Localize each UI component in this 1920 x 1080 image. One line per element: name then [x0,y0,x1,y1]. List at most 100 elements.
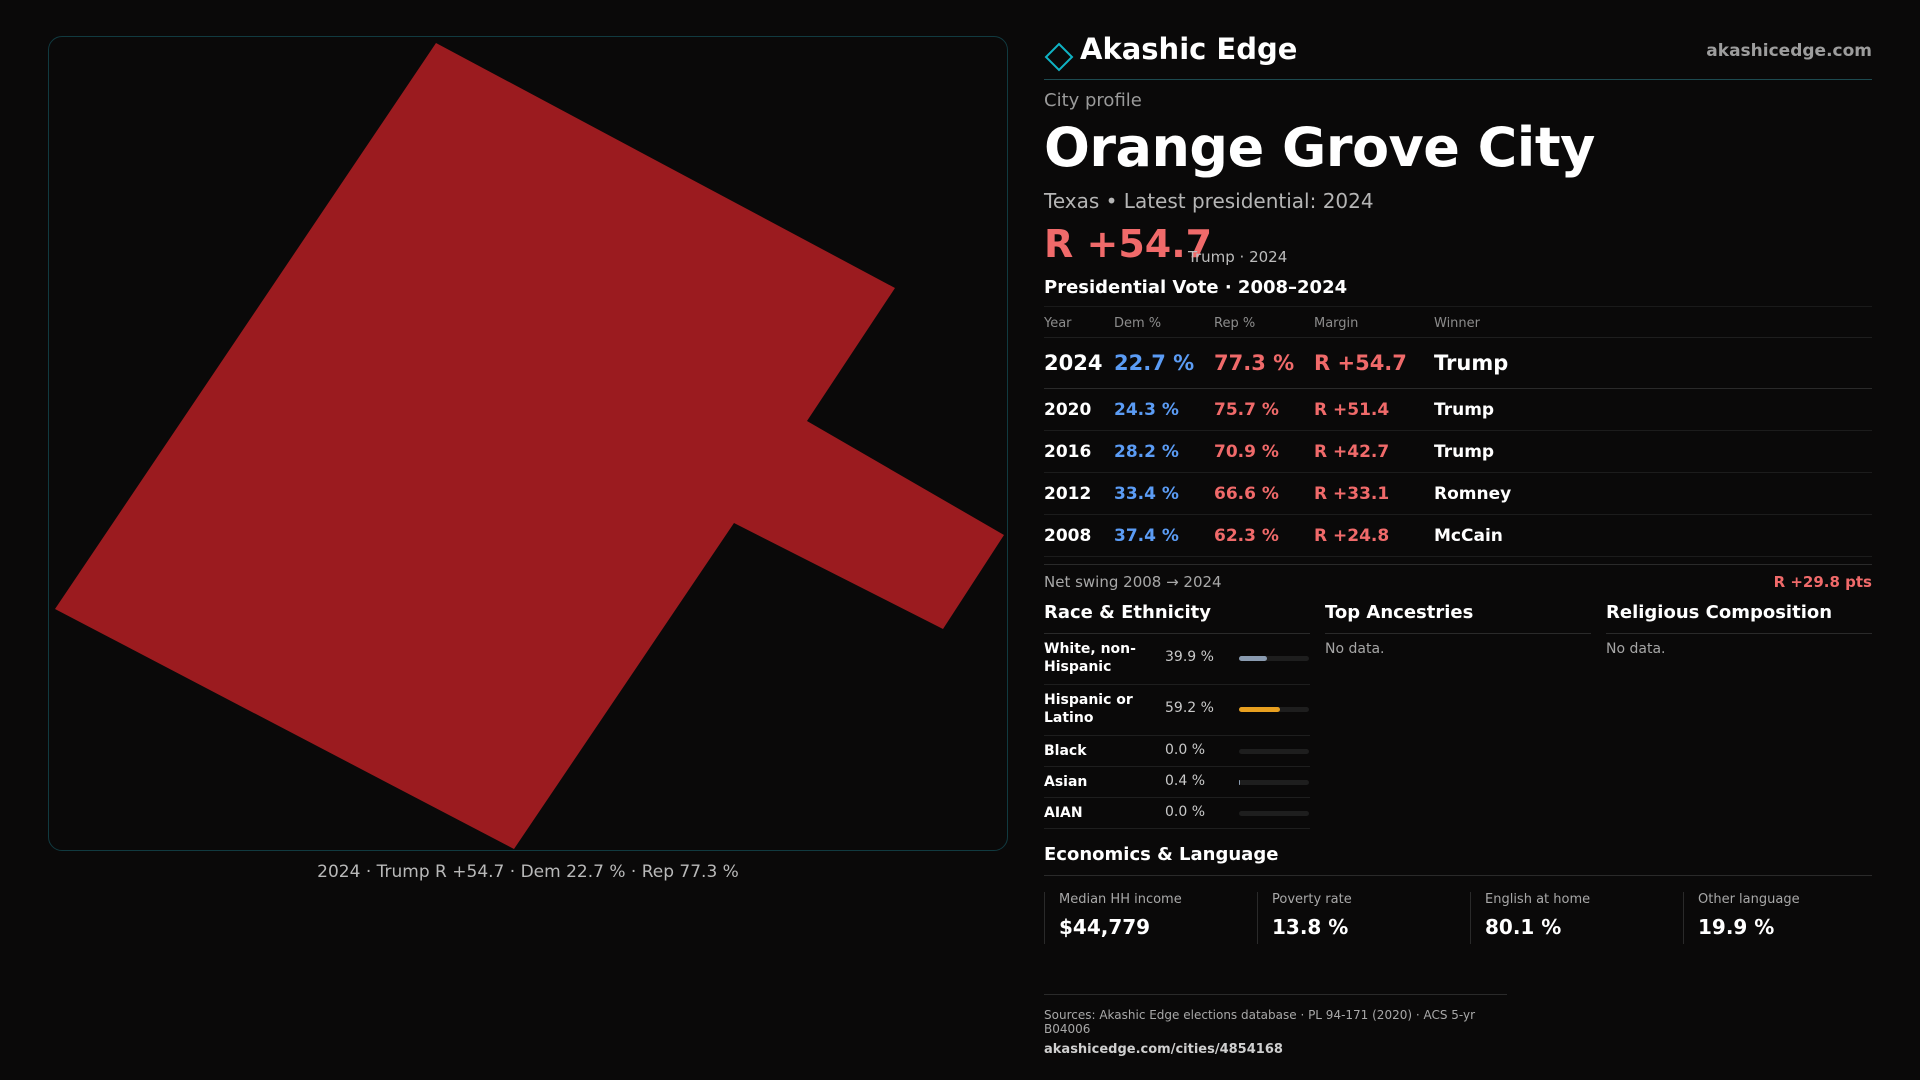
header-year: Year [1044,316,1072,331]
vote-margin: R +24.8 [1314,526,1390,546]
race-value: 0.0 % [1165,742,1206,758]
vote-dem: 22.7 % [1114,351,1195,375]
econ-english-at-home: English at home 80.1 % [1470,892,1683,944]
vote-rep: 62.3 % [1214,526,1279,546]
vote-margin: R +33.1 [1314,484,1390,504]
header-dem: Dem % [1114,316,1162,331]
race-row-asian: Asian 0.4 % [1044,767,1310,798]
race-row-hispanic: Hispanic or Latino 59.2 % [1044,685,1310,736]
city-map[interactable] [48,36,1008,851]
econ-label: Other language [1698,892,1800,907]
ancestries-no-data: No data. [1325,641,1385,657]
vote-year: 2024 [1044,351,1103,375]
vote-year: 2012 [1044,484,1092,504]
econ-value: 19.9 % [1698,915,1775,939]
vote-winner: Romney [1434,484,1512,504]
race-row-white: White, non-Hispanic 39.9 % [1044,634,1310,685]
vote-table-header: Year Dem % Rep % Margin Winner [1044,306,1872,338]
brand-name: Akashic Edge [1080,32,1298,66]
ancestries-section-title: Top Ancestries [1325,600,1591,634]
race-value: 39.9 % [1165,649,1214,665]
sources-footer: Sources: Akashic Edge elections database… [1044,994,1507,1057]
race-bar-fill [1239,707,1281,712]
vote-margin: R +51.4 [1314,400,1390,420]
vote-winner: Trump [1434,400,1495,420]
header-rep: Rep % [1214,316,1256,331]
vote-table: Year Dem % Rep % Margin Winner 2024 22.7… [1044,306,1872,557]
econ-value: $44,779 [1059,915,1151,939]
vote-winner: McCain [1434,526,1503,546]
race-bar-fill [1239,656,1267,661]
vote-row-2016: 2016 28.2 % 70.9 % R +42.7 Trump [1044,431,1872,473]
race-bar-track [1239,707,1309,712]
race-bar-track [1239,811,1309,816]
vote-dem: 33.4 % [1114,484,1179,504]
vote-row-2012: 2012 33.4 % 66.6 % R +33.1 Romney [1044,473,1872,515]
vote-section-title: Presidential Vote · 2008–2024 [1044,277,1348,298]
religion-section-title: Religious Composition [1606,600,1872,634]
vote-row-2024: 2024 22.7 % 77.3 % R +54.7 Trump [1044,338,1872,389]
net-swing-value: R +29.8 pts [1773,573,1872,591]
ancestries-section: Top Ancestries No data. [1325,600,1591,657]
vote-row-2008: 2008 37.4 % 62.3 % R +24.8 McCain [1044,515,1872,557]
headline-margin: R +54.7 [1044,222,1213,266]
city-boundary-shape[interactable] [55,43,1004,849]
sources-url-link[interactable]: akashicedge.com/cities/4854168 [1044,1042,1283,1057]
vote-dem: 28.2 % [1114,442,1179,462]
econ-label: Median HH income [1059,892,1182,907]
map-caption: 2024 · Trump R +54.7 · Dem 22.7 % · Rep … [317,862,739,882]
race-label: AIAN [1044,805,1083,821]
religion-no-data: No data. [1606,641,1666,657]
race-ethnicity-section: Race & Ethnicity White, non-Hispanic 39.… [1044,600,1310,829]
city-profile-panel: Akashic Edge akashicedge.com City profil… [1044,0,1872,1080]
econ-poverty-rate: Poverty rate 13.8 % [1257,892,1470,944]
race-bar-track [1239,780,1309,785]
race-bar-fill [1239,780,1241,785]
net-swing-row: Net swing 2008 → 2024 R +29.8 pts [1044,564,1872,596]
page-kicker: City profile [1044,90,1142,111]
race-label: White, non-Hispanic [1044,641,1136,675]
econ-value: 13.8 % [1272,915,1349,939]
city-boundary-svg [55,43,1004,849]
vote-year: 2020 [1044,400,1092,420]
vote-margin: R +54.7 [1314,351,1407,375]
diamond-logo-icon [1044,42,1074,72]
vote-dem: 24.3 % [1114,400,1179,420]
page-title: Orange Grove City [1044,116,1595,179]
race-row-aian: AIAN 0.0 % [1044,798,1310,829]
vote-margin: R +42.7 [1314,442,1390,462]
brand-url-link[interactable]: akashicedge.com [1706,41,1872,61]
vote-rep: 77.3 % [1214,351,1295,375]
vote-rep: 70.9 % [1214,442,1279,462]
econ-value: 80.1 % [1485,915,1562,939]
vote-year: 2008 [1044,526,1092,546]
vote-winner: Trump [1434,442,1495,462]
race-value: 0.0 % [1165,804,1206,820]
econ-median-income: Median HH income $44,779 [1044,892,1257,944]
vote-rep: 66.6 % [1214,484,1279,504]
header-margin: Margin [1314,316,1359,331]
economics-section-title: Economics & Language [1044,844,1872,876]
race-bar-track [1239,749,1309,754]
race-bar-track [1239,656,1309,661]
race-value: 59.2 % [1165,700,1214,716]
race-value: 0.4 % [1165,773,1206,789]
brand-header: Akashic Edge akashicedge.com [1044,32,1872,80]
race-label: Black [1044,743,1087,759]
vote-rep: 75.7 % [1214,400,1279,420]
header-winner: Winner [1434,316,1481,331]
race-label: Asian [1044,774,1088,790]
vote-winner: Trump [1434,351,1509,375]
vote-dem: 37.4 % [1114,526,1179,546]
vote-row-2020: 2020 24.3 % 75.7 % R +51.4 Trump [1044,389,1872,431]
religion-section: Religious Composition No data. [1606,600,1872,657]
page-subtitle: Texas • Latest presidential: 2024 [1044,189,1374,213]
net-swing-label: Net swing 2008 → 2024 [1044,573,1222,591]
race-label: Hispanic or Latino [1044,692,1133,726]
vote-year: 2016 [1044,442,1092,462]
econ-label: English at home [1485,892,1591,907]
race-section-title: Race & Ethnicity [1044,600,1310,634]
race-row-black: Black 0.0 % [1044,736,1310,767]
econ-other-language: Other language 19.9 % [1683,892,1872,944]
headline-note: Trump · 2024 [1188,248,1288,266]
